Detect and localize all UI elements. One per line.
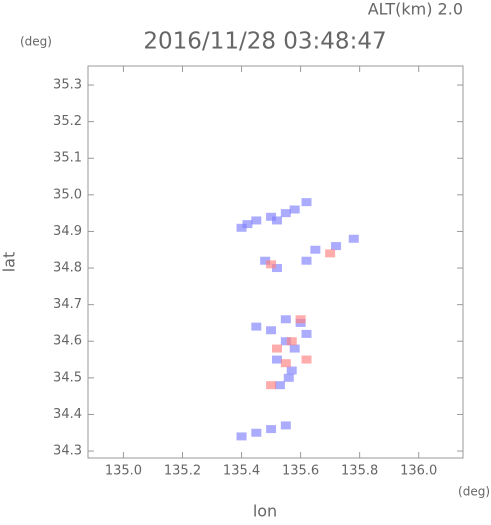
echo-cell xyxy=(266,381,277,390)
echo-cell xyxy=(271,344,282,353)
x-tick-label: 135.0 xyxy=(105,464,142,479)
x-unit: (deg) xyxy=(458,485,490,499)
y-tick-label: 34.4 xyxy=(53,407,82,422)
y-tick-label: 35.1 xyxy=(53,151,82,166)
x-axis-label: lon xyxy=(253,502,277,521)
echo-cell xyxy=(271,216,282,225)
echo-cell xyxy=(271,355,282,364)
echo-cell xyxy=(348,234,359,243)
altitude-label: ALT(km) 2.0 xyxy=(368,0,463,19)
y-tick-label: 34.9 xyxy=(53,224,82,239)
echo-cell xyxy=(280,337,291,346)
echo-cell xyxy=(280,209,291,218)
y-axis-label: lat xyxy=(0,252,19,273)
y-tick-label: 34.6 xyxy=(53,334,82,349)
echo-cell xyxy=(301,355,312,364)
echo-cell xyxy=(242,220,253,229)
echo-cell xyxy=(286,366,297,375)
echo-cell xyxy=(266,425,277,434)
x-tick-label: 135.8 xyxy=(341,464,378,479)
y-unit: (deg) xyxy=(20,35,52,49)
echo-cell xyxy=(280,421,291,430)
echo-cell xyxy=(271,264,282,273)
x-tick-label: 135.6 xyxy=(282,464,319,479)
echo-cell xyxy=(295,315,306,324)
x-tick-label: 135.4 xyxy=(223,464,260,479)
echo-cell xyxy=(251,428,262,437)
echo-cell xyxy=(289,344,300,353)
echo-cell xyxy=(310,245,321,254)
y-tick-label: 34.5 xyxy=(53,370,82,385)
echo-cell xyxy=(280,315,291,324)
echo-cell xyxy=(236,432,247,441)
echo-cell xyxy=(289,205,300,214)
x-tick-label: 135.2 xyxy=(164,464,201,479)
y-tick-label: 35.2 xyxy=(53,114,82,129)
echo-cell xyxy=(266,212,277,221)
y-tick-label: 34.7 xyxy=(53,297,82,312)
echo-cell xyxy=(260,256,271,265)
y-tick-label: 35.0 xyxy=(53,187,82,202)
echo-cell xyxy=(251,322,262,331)
echo-cell xyxy=(266,260,277,269)
echo-cell xyxy=(301,329,312,338)
echo-cell xyxy=(236,223,247,232)
chart-title: 2016/11/28 03:48:47 xyxy=(143,29,386,55)
y-tick-label: 35.3 xyxy=(53,78,82,93)
echo-cell xyxy=(274,381,285,390)
echo-cell xyxy=(331,242,342,251)
echo-cell xyxy=(301,198,312,207)
echo-cell xyxy=(325,249,336,258)
echo-cell xyxy=(266,326,277,335)
y-tick-label: 34.3 xyxy=(53,444,82,459)
echo-cell xyxy=(286,337,297,346)
plot-frame xyxy=(87,65,464,459)
echo-cell xyxy=(280,359,291,368)
y-tick-label: 34.8 xyxy=(53,261,82,276)
x-tick-label: 136.0 xyxy=(400,464,437,479)
echo-cell xyxy=(301,256,312,265)
echo-cell xyxy=(251,216,262,225)
echo-cell xyxy=(283,373,294,382)
